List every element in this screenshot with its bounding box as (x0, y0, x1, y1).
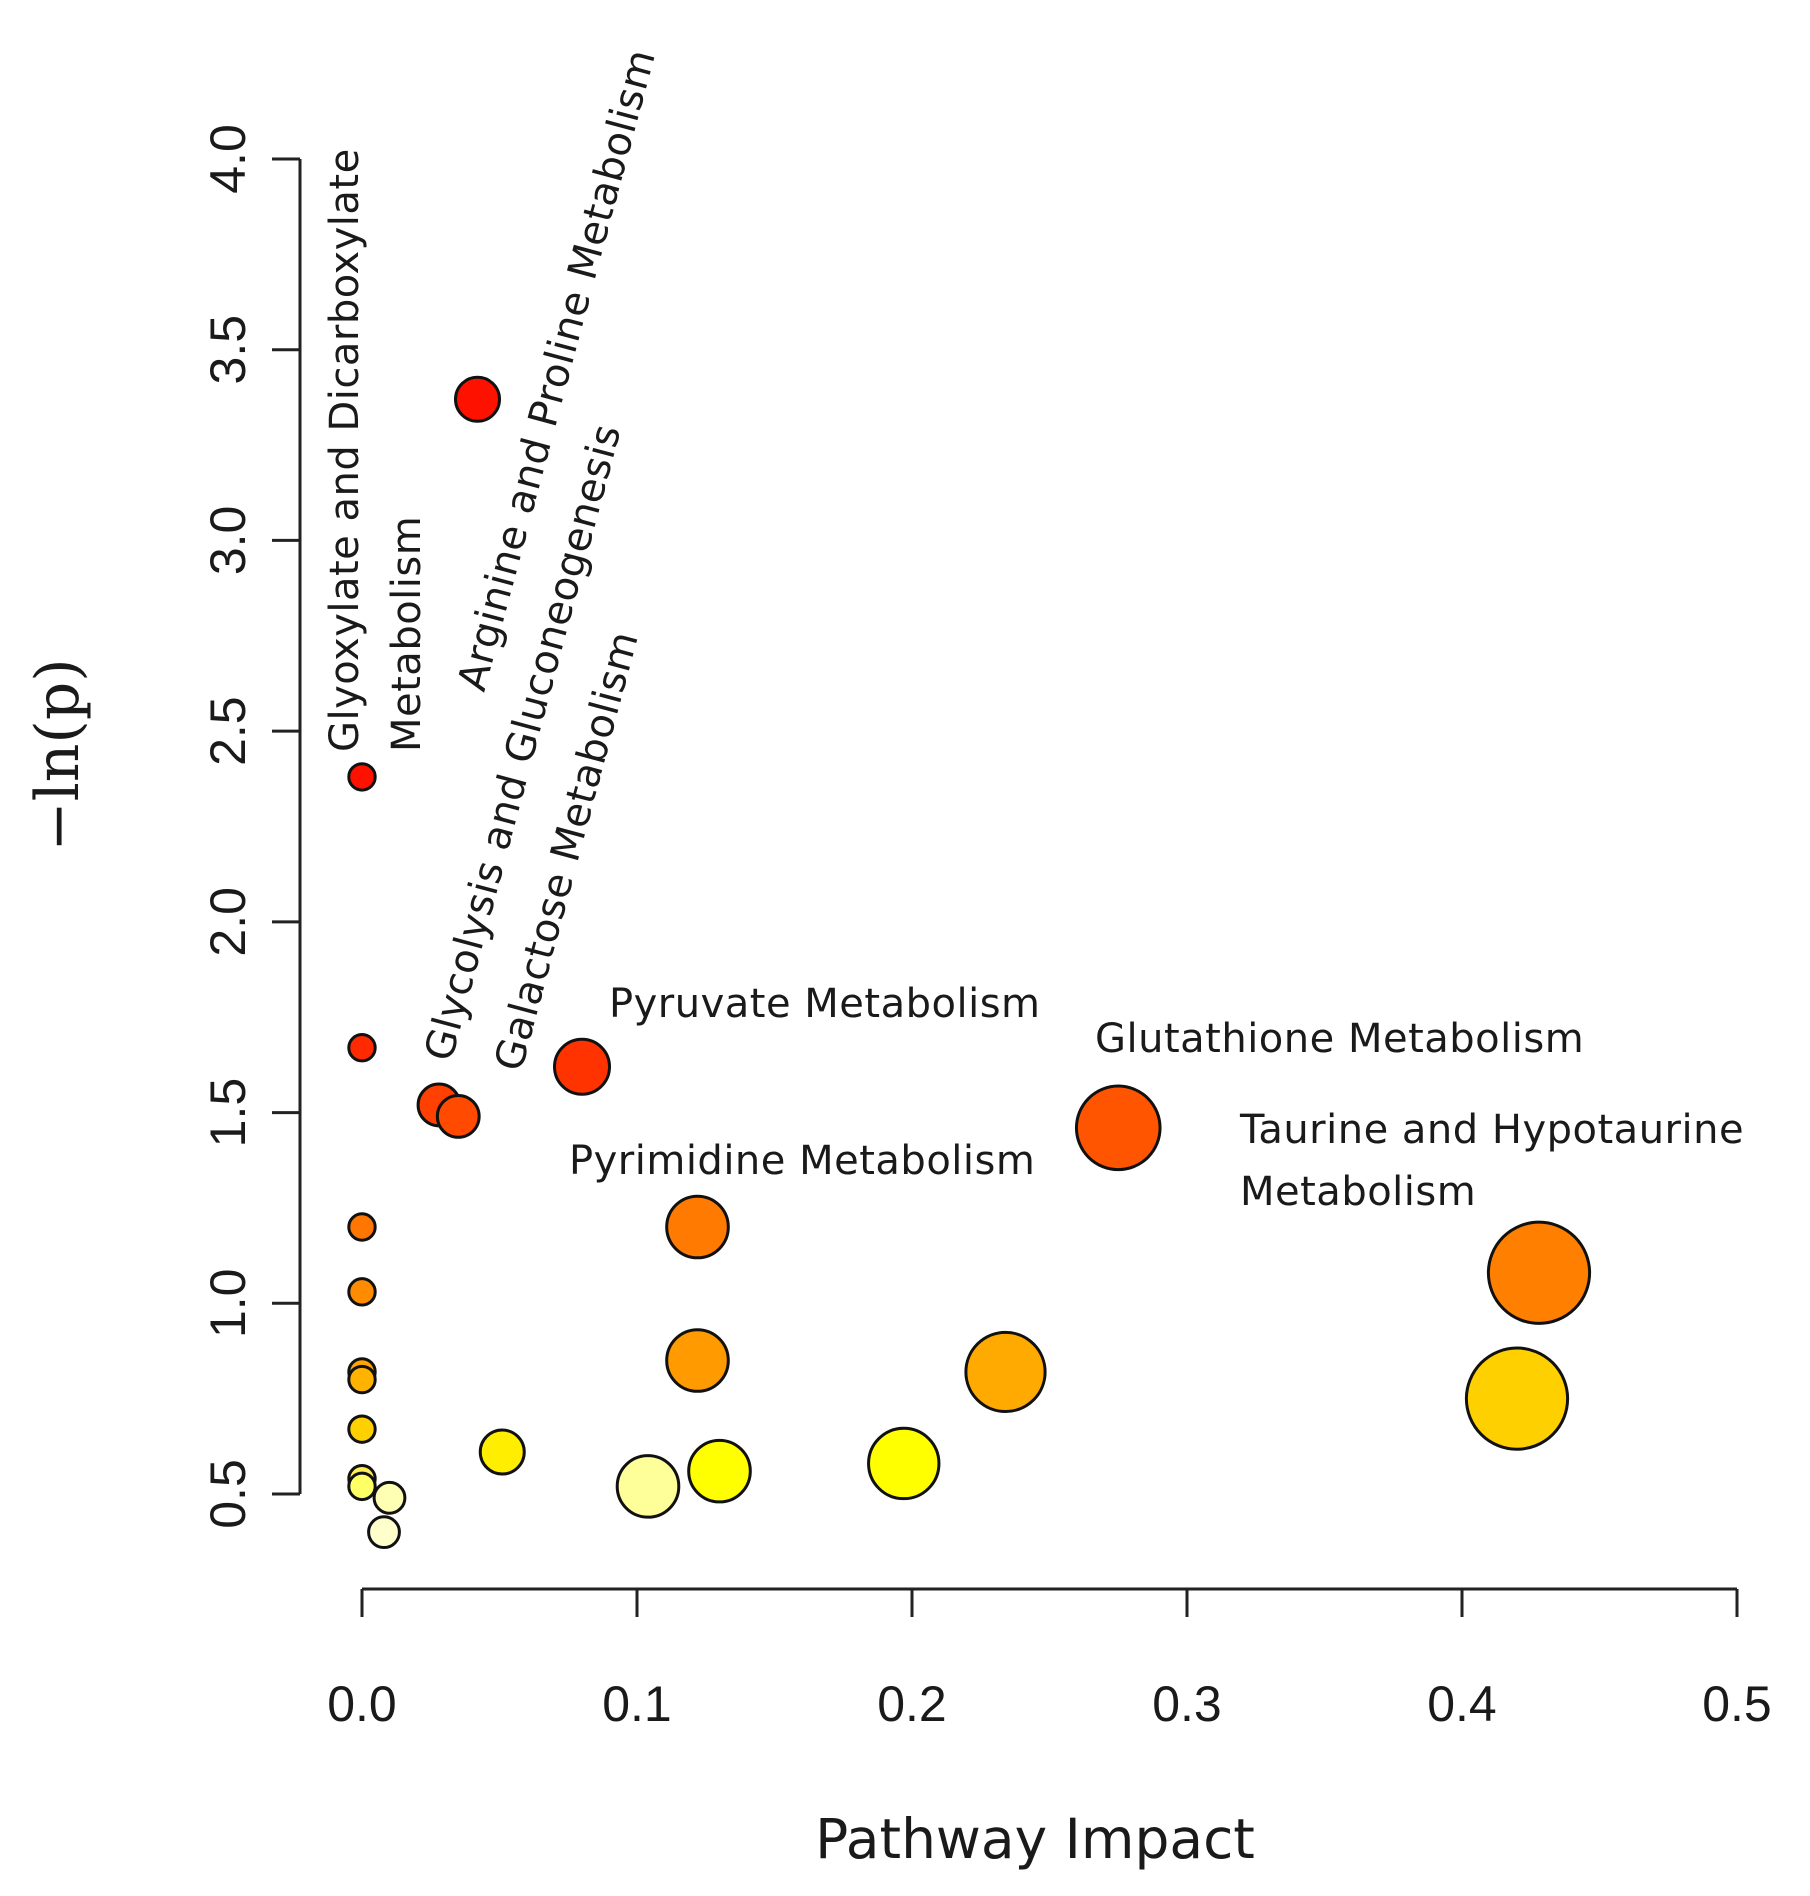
y-tick-label: 2.0 (200, 887, 256, 957)
x-tick-label: 0.5 (1702, 1676, 1772, 1732)
y-tick-label: 0.5 (200, 1459, 256, 1529)
scatter-point (347, 762, 377, 792)
pathway-label-line: Metabolism (384, 516, 430, 752)
scatter-point (964, 1330, 1047, 1414)
pathway-label: Pyrimidine Metabolism (569, 1138, 1035, 1184)
scatter-point (347, 1212, 377, 1242)
scatter-point (372, 1480, 407, 1515)
scatter-point (435, 1093, 481, 1139)
pathway-annotations: Glyoxylate and Dicarboxylate Metabolism Ar… (322, 44, 1744, 1215)
scatter-point (867, 1426, 941, 1501)
x-axis: 0.0 0.1 0.2 0.3 0.4 0.5 (327, 1587, 1772, 1732)
scatter-point (553, 1037, 611, 1096)
scatter-points (347, 375, 1592, 1550)
x-tick-label: 0.2 (877, 1676, 947, 1732)
y-tick-label: 2.5 (200, 696, 256, 766)
pathway-label-line: Glyoxylate and Dicarboxylate (322, 148, 368, 752)
x-ticks: 0.0 0.1 0.2 0.3 0.4 0.5 (327, 1589, 1772, 1732)
scatter-point (347, 1277, 377, 1307)
x-axis-title: Pathway Impact (815, 1807, 1255, 1871)
y-tick-label: 3.5 (200, 315, 256, 385)
x-tick-label: 0.3 (1152, 1676, 1222, 1732)
scatter-point (1486, 1220, 1592, 1325)
scatter-point (347, 1364, 377, 1395)
x-tick-label: 0.1 (602, 1676, 672, 1732)
pathway-label: Glyoxylate and Dicarboxylate Metabolism (322, 148, 430, 752)
pathway-label: Taurine and Hypotaurine Metabolism (1239, 1107, 1744, 1215)
scatter-point (367, 1515, 401, 1550)
pathway-label-line: Pyrimidine Metabolism (569, 1138, 1035, 1184)
pathway-label-line: Pyruvate Metabolism (609, 981, 1041, 1027)
scatter-point (1464, 1346, 1570, 1451)
x-tick-label: 0.0 (327, 1676, 397, 1732)
y-tick-label: 3.0 (200, 506, 256, 576)
y-axis: 0.5 1.0 1.5 2.0 2.5 3.0 3.5 4.0 (200, 124, 302, 1529)
pathway-label: Pyruvate Metabolism (609, 981, 1041, 1027)
scatter-point (478, 1428, 526, 1476)
x-tick-label: 0.4 (1427, 1676, 1497, 1732)
y-tick-label: 1.0 (200, 1269, 256, 1339)
y-tick-label: 4.0 (200, 124, 256, 194)
scatter-point (665, 1194, 730, 1260)
pathway-label-line: Taurine and Hypotaurine (1239, 1107, 1744, 1153)
scatter-point (347, 1033, 377, 1063)
pathway-label: Glutathione Metabolism (1095, 1016, 1584, 1062)
scatter-point (347, 1414, 377, 1444)
scatter-point (1074, 1084, 1162, 1172)
scatter-point (687, 1438, 752, 1504)
y-ticks: 0.5 1.0 1.5 2.0 2.5 3.0 3.5 4.0 (200, 124, 300, 1529)
y-axis-title: −ln(p) (23, 658, 93, 851)
pathway-label-line: Metabolism (1240, 1169, 1476, 1215)
scatter-point (665, 1328, 730, 1393)
y-tick-label: 1.5 (200, 1078, 256, 1148)
scatter-point (454, 375, 501, 423)
pathway-label-line: Glutathione Metabolism (1095, 1016, 1584, 1062)
scatter-point (615, 1454, 681, 1519)
scatter-point (347, 1471, 377, 1502)
